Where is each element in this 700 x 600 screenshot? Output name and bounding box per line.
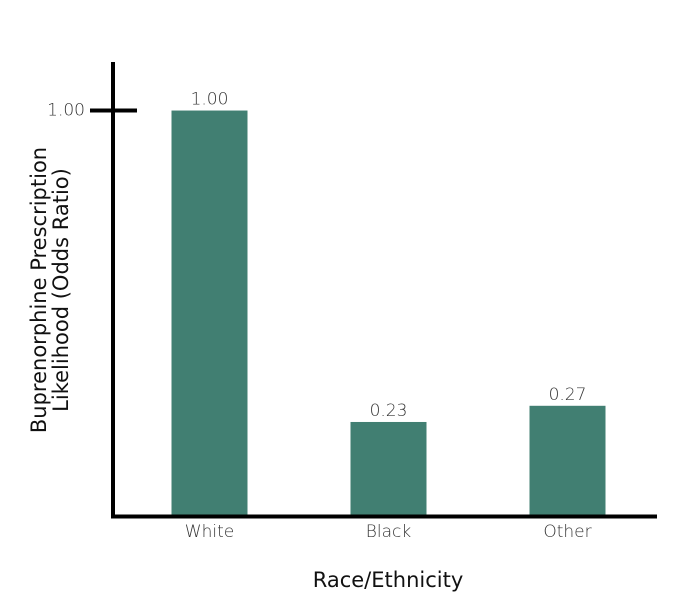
y-tick-label: 1.00: [47, 101, 85, 121]
y-axis-label: Buprenorphine Prescription Likelihood (O…: [27, 147, 73, 433]
x-tick-label: White: [185, 522, 234, 542]
value-label: 1.00: [191, 90, 229, 110]
y-axis-label-line: Likelihood (Odds Ratio): [49, 168, 73, 412]
x-axis-label: Race/Ethnicity: [313, 568, 464, 592]
value-label: 0.23: [370, 401, 408, 421]
bar: [350, 421, 427, 515]
value-label: 0.27: [549, 385, 587, 405]
y-axis-label-line: Buprenorphine Prescription: [27, 147, 51, 433]
bar: [171, 110, 248, 516]
x-tick-label: Other: [543, 522, 591, 542]
x-tick-label: Black: [366, 522, 412, 542]
bar: [529, 405, 606, 515]
